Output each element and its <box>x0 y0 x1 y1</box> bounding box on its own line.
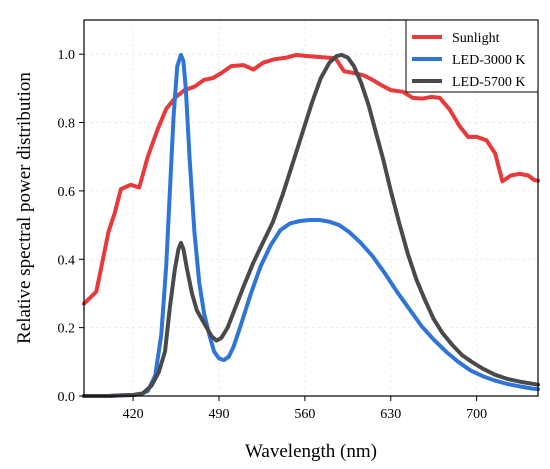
y-tick-label: 0.6 <box>58 185 76 200</box>
series-line-sunlight <box>82 52 540 306</box>
legend-label: LED-5700 K <box>452 75 526 90</box>
x-tick-label: 630 <box>380 407 401 422</box>
y-tick-label: 0.0 <box>58 390 76 405</box>
legend: Sunlight LED-3000 K LED-5700 K <box>405 19 539 93</box>
x-axis-title: Wavelength (nm) <box>245 441 377 462</box>
x-tick-label: 560 <box>294 407 315 422</box>
series-line-led-3000-k <box>82 52 540 398</box>
tick-layer: 420 490 560 630 700 0.0 0.2 0.4 0.6 0.8 1.0 <box>58 48 488 422</box>
x-tick-label: 490 <box>208 407 229 422</box>
y-tick-label: 1.0 <box>58 48 76 63</box>
y-axis-title: Relative spectral power distribution <box>14 72 35 344</box>
legend-label: Sunlight <box>452 31 500 46</box>
series-line-led-5700-k <box>82 52 540 398</box>
y-tick-label: 0.8 <box>58 117 76 132</box>
y-tick-label: 0.2 <box>58 322 76 337</box>
y-tick-label: 0.4 <box>58 253 76 268</box>
x-tick-label: 420 <box>123 407 144 422</box>
plot-frame <box>83 19 539 397</box>
legend-label: LED-3000 K <box>452 53 526 68</box>
x-tick-label: 700 <box>466 407 487 422</box>
series-layer <box>82 52 540 398</box>
